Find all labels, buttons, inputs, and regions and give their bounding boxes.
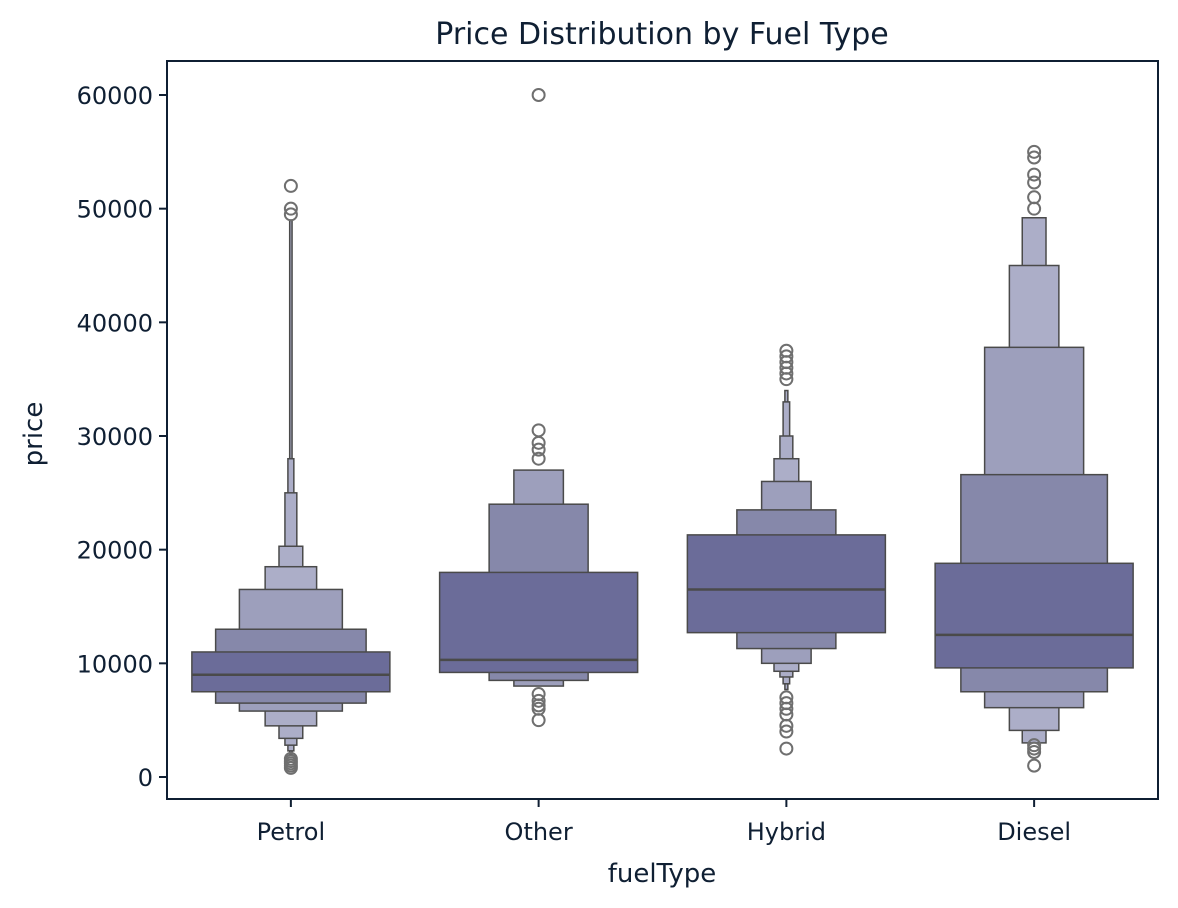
outlier-point [283,207,298,222]
boxen-diesel [934,144,1134,773]
outlier-point [531,693,546,708]
outlier-point [779,349,794,364]
y-tick-label: 10000 [77,650,153,678]
outlier-point [531,687,546,702]
outlier-point [1027,144,1042,159]
outlier-point [1027,758,1042,773]
outlier-point [1027,190,1042,205]
boxen-other [438,88,639,728]
boxen-hybrid [686,343,887,756]
outlier-point [283,751,298,766]
outlier-point [531,423,546,438]
y-tick-label: 0 [138,764,153,792]
chart-title: Price Distribution by Fuel Type [435,17,888,52]
boxen-level [191,651,391,693]
outlier-point [1027,201,1042,216]
outlier-point [531,442,546,457]
plot-frame [166,60,1159,800]
y-tick-label: 20000 [77,537,153,565]
y-tick-label: 30000 [77,423,153,451]
boxen-level [686,534,887,634]
x-tick-label: Petrol [257,818,325,846]
x-tick-label: Other [505,818,573,846]
outlier-point [1027,738,1042,753]
outlier-point [283,178,298,193]
y-axis: 0 10000 20000 30000 40000 50000 60000 [77,82,167,792]
outlier-point [531,451,546,466]
x-tick-label: Hybrid [747,818,826,846]
outlier-point [1027,167,1042,182]
outlier-point [779,690,794,705]
y-tick-label: 50000 [77,196,153,224]
outlier-point [779,724,794,739]
outlier-point [779,343,794,358]
y-tick-label: 40000 [77,309,153,337]
boxen-level [438,571,639,674]
x-axis-label: fuelType [608,859,717,889]
outlier-point [1027,175,1042,190]
boxen-level [934,562,1134,669]
y-tick-label: 60000 [77,82,153,110]
outlier-point [1027,150,1042,165]
plot-area [191,88,1134,775]
outlier-point [779,696,794,711]
boxen-petrol [191,178,391,775]
outlier-point [779,741,794,756]
x-tick-label: Diesel [997,818,1071,846]
outlier-point [531,713,546,728]
y-axis-label: price [19,402,49,467]
outlier-point [531,88,546,102]
x-axis: Petrol Other Hybrid Diesel [257,799,1071,846]
outlier-point [283,201,298,216]
